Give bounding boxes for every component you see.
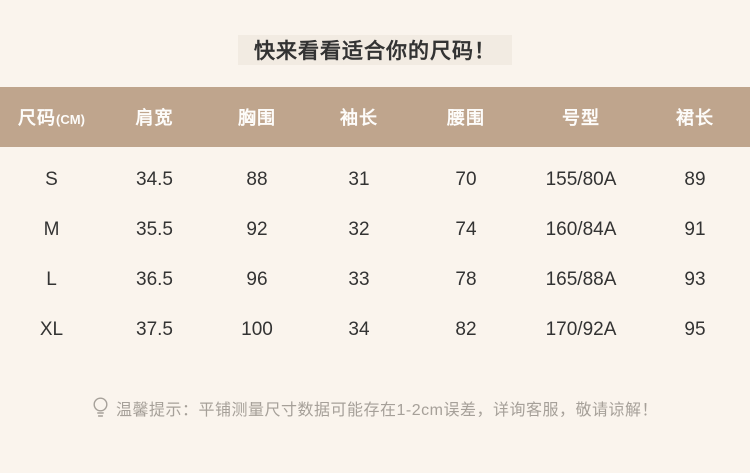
cell-bust: 100 <box>241 319 273 340</box>
cell-sleeve: 34 <box>348 319 370 340</box>
cell-skirt-length: 93 <box>684 269 706 290</box>
cell-shoulder: 35.5 <box>136 219 173 240</box>
cell-shoulder: 37.5 <box>136 319 173 340</box>
cell-type: 170/92A <box>545 319 617 340</box>
cell-waist: 74 <box>455 219 477 240</box>
column-header-sleeve: 袖长 <box>308 87 410 147</box>
warm-tip-text: 温馨提示：平铺测量尺寸数据可能存在1-2cm误差，详询客服，敬请谅解！ <box>116 402 658 419</box>
cell-waist: 78 <box>455 269 477 290</box>
cell-bust: 96 <box>246 269 268 290</box>
page-title: 快来看看适合你的尺码！ <box>238 35 512 65</box>
cell-sleeve: 33 <box>348 269 370 290</box>
cell-type: 160/84A <box>545 219 617 240</box>
warm-tip-note: 温馨提示：平铺测量尺寸数据可能存在1-2cm误差，详询客服，敬请谅解！ <box>0 394 750 422</box>
cell-bust: 92 <box>246 219 268 240</box>
cell-size: S <box>45 169 58 190</box>
cell-type: 155/80A <box>545 169 617 190</box>
table-row-xl: XL 37.5 100 34 82 170/92A 95 <box>0 305 750 355</box>
cell-waist: 70 <box>455 169 477 190</box>
cell-shoulder: 36.5 <box>136 269 173 290</box>
column-header-type: 号型 <box>522 87 640 147</box>
table-row-s: S 34.5 88 31 70 155/80A 89 <box>0 155 750 205</box>
cell-shoulder: 34.5 <box>136 169 173 190</box>
table-row-m: M 35.5 92 32 74 160/84A 91 <box>0 205 750 255</box>
size-table: 尺码(CM) 肩宽 胸围 袖长 腰围 号型 裙长 S 34.5 88 31 70… <box>0 87 750 355</box>
size-table-header: 尺码(CM) 肩宽 胸围 袖长 腰围 号型 裙长 <box>0 87 750 147</box>
column-header-waist: 腰围 <box>410 87 522 147</box>
cell-type: 165/88A <box>545 269 617 290</box>
cell-skirt-length: 95 <box>684 319 706 340</box>
cell-bust: 88 <box>246 169 268 190</box>
column-header-shoulder: 肩宽 <box>103 87 206 147</box>
cell-sleeve: 32 <box>348 219 370 240</box>
column-header-bust: 胸围 <box>206 87 308 147</box>
table-row-l: L 36.5 96 33 78 165/88A 93 <box>0 255 750 305</box>
column-header-size-unit: (CM) <box>56 112 85 127</box>
cell-skirt-length: 89 <box>684 169 706 190</box>
cell-size: M <box>43 219 60 240</box>
cell-waist: 82 <box>455 319 477 340</box>
column-header-size: 尺码(CM) <box>0 87 103 147</box>
cell-size: XL <box>39 319 64 340</box>
lightbulb-icon <box>93 397 108 417</box>
cell-skirt-length: 91 <box>684 219 706 240</box>
spacer-row <box>0 147 750 155</box>
cell-sleeve: 31 <box>348 169 370 190</box>
cell-size: L <box>46 269 57 290</box>
column-header-skirt-length: 裙长 <box>640 87 750 147</box>
